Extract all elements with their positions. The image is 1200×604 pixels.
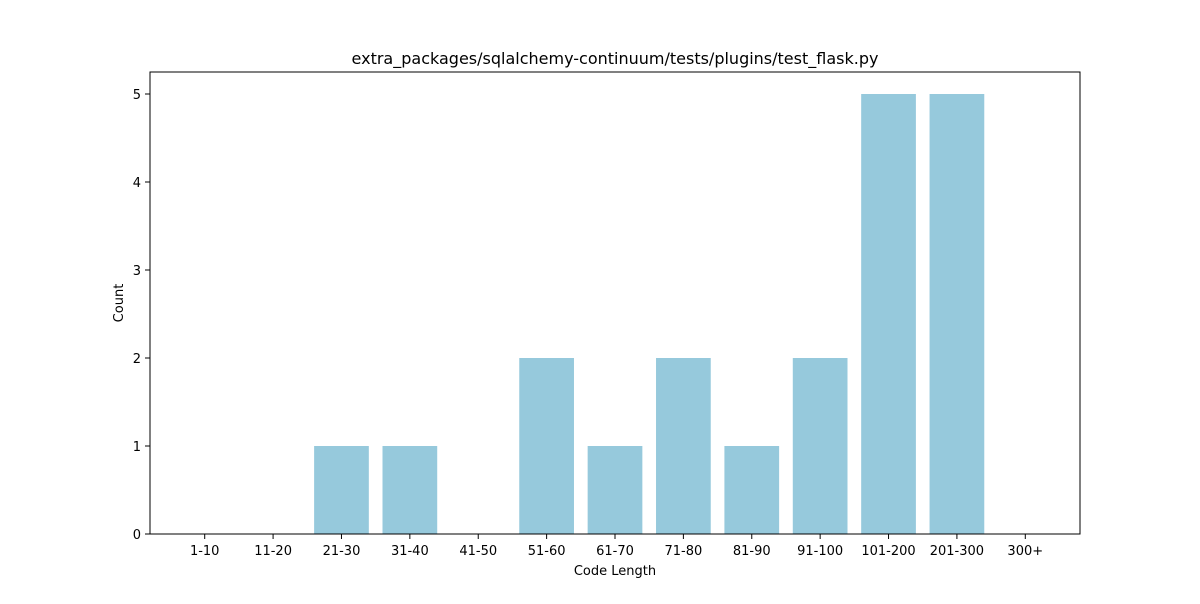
x-tick-label: 91-100: [797, 544, 843, 559]
bar-51-60: [519, 358, 574, 534]
y-axis-label: Count: [112, 284, 127, 323]
y-tick-label: 2: [133, 352, 141, 367]
y-tick-label: 0: [133, 528, 141, 543]
x-tick-label: 1-10: [190, 544, 220, 559]
x-tick-label: 11-20: [254, 544, 292, 559]
y-tick-label: 1: [133, 440, 141, 455]
bar-101-200: [861, 94, 916, 534]
plot-frame: [149, 71, 1081, 535]
bars-group: [314, 94, 985, 534]
x-tick-label: 51-60: [528, 544, 566, 559]
x-tick-label: 201-300: [930, 544, 984, 559]
x-tick-label: 41-50: [459, 544, 497, 559]
y-tick-label: 5: [133, 88, 141, 103]
y-tick-label: 4: [133, 176, 141, 191]
bar-71-80: [656, 358, 711, 534]
y-tick-label: 3: [133, 264, 141, 279]
x-tick-label: 31-40: [391, 544, 429, 559]
bar-91-100: [792, 358, 848, 534]
chart-title: extra_packages/sqlalchemy-continuum/test…: [352, 49, 879, 69]
bar-61-70: [587, 446, 643, 534]
x-tick-label: 21-30: [323, 544, 361, 559]
x-tick-label: 81-90: [733, 544, 771, 559]
bar-201-300: [929, 94, 985, 534]
x-axis-label: Code Length: [574, 564, 656, 579]
bar-21-30: [314, 446, 369, 534]
bar-31-40: [382, 446, 438, 534]
x-tick-label: 300+: [1007, 544, 1043, 559]
y-axis-ticks: 0 1 2 3 4 5: [133, 88, 150, 543]
bar-81-90: [724, 446, 780, 534]
x-tick-label: 61-70: [596, 544, 634, 559]
x-tick-label: 101-200: [861, 544, 915, 559]
x-tick-label: 71-80: [664, 544, 702, 559]
x-axis-ticks: 1-10 11-20 21-30 31-40 41-50 51-60 61-70 71-80 8…: [190, 534, 1043, 559]
